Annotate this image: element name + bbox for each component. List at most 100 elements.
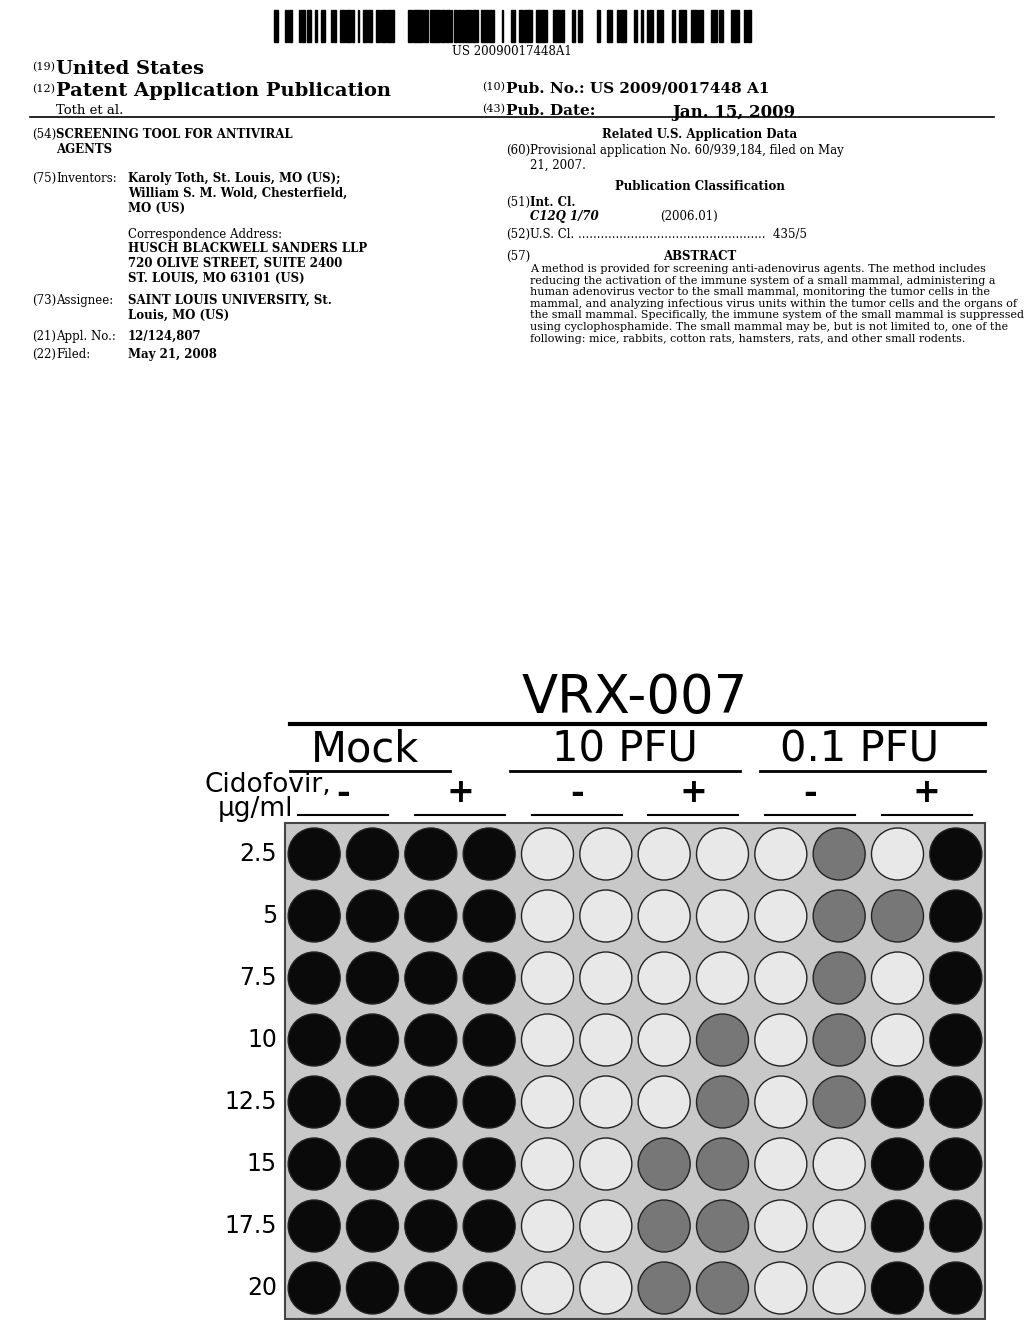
Bar [679, 11, 683, 42]
Circle shape [696, 1200, 749, 1251]
Circle shape [755, 1076, 807, 1129]
Circle shape [696, 1014, 749, 1067]
Circle shape [871, 828, 924, 880]
Text: +: + [446, 776, 474, 809]
Circle shape [638, 1014, 690, 1067]
Bar [607, 11, 610, 42]
Bar [691, 11, 694, 42]
Circle shape [521, 1138, 573, 1191]
Text: (51): (51) [506, 195, 530, 209]
Circle shape [638, 1138, 690, 1191]
Bar [436, 11, 440, 42]
Circle shape [288, 1138, 340, 1191]
Bar [390, 11, 393, 42]
Text: 12.5: 12.5 [224, 1090, 278, 1114]
Circle shape [346, 1014, 398, 1067]
Text: SAINT LOUIS UNIVERSITY, St.
Louis, MO (US): SAINT LOUIS UNIVERSITY, St. Louis, MO (U… [128, 294, 332, 322]
Circle shape [463, 828, 515, 880]
Text: 20: 20 [247, 1276, 278, 1300]
Bar [458, 11, 461, 42]
Circle shape [696, 890, 749, 942]
Bar [408, 11, 412, 42]
Bar [719, 11, 721, 42]
Circle shape [521, 1262, 573, 1313]
Bar [519, 11, 523, 42]
Text: Correspondence Address:: Correspondence Address: [128, 228, 283, 242]
Circle shape [696, 1262, 749, 1313]
Bar [658, 11, 662, 42]
Circle shape [346, 1200, 398, 1251]
Bar [387, 11, 390, 42]
Bar [721, 11, 723, 42]
Bar [413, 11, 415, 42]
Circle shape [638, 1076, 690, 1129]
Bar [572, 11, 575, 42]
Bar [417, 11, 419, 42]
Circle shape [871, 1014, 924, 1067]
Circle shape [580, 890, 632, 942]
Text: Int. Cl.: Int. Cl. [530, 195, 575, 209]
Circle shape [580, 1076, 632, 1129]
Text: (60): (60) [506, 144, 530, 157]
Text: SCREENING TOOL FOR ANTIVIRAL
AGENTS: SCREENING TOOL FOR ANTIVIRAL AGENTS [56, 128, 293, 156]
Bar [735, 11, 737, 42]
Circle shape [463, 1262, 515, 1313]
Text: Appl. No.:: Appl. No.: [56, 330, 116, 343]
Circle shape [930, 1014, 982, 1067]
Bar [528, 11, 532, 42]
Circle shape [346, 890, 398, 942]
Bar [610, 11, 612, 42]
Circle shape [404, 952, 457, 1005]
Text: 10 PFU: 10 PFU [552, 729, 698, 771]
Bar [731, 11, 735, 42]
Circle shape [404, 1262, 457, 1313]
Circle shape [580, 1138, 632, 1191]
Circle shape [288, 952, 340, 1005]
Text: (22): (22) [32, 348, 56, 360]
Bar [617, 11, 618, 42]
Circle shape [813, 1200, 865, 1251]
Bar [649, 11, 653, 42]
Text: A method is provided for screening anti-adenovirus agents. The method includes r: A method is provided for screening anti-… [530, 264, 1024, 343]
Bar [472, 11, 474, 42]
Bar [662, 11, 663, 42]
Bar [556, 11, 560, 42]
Text: Jan. 15, 2009: Jan. 15, 2009 [672, 104, 795, 121]
Text: (10): (10) [482, 82, 505, 92]
Text: (73): (73) [32, 294, 56, 308]
Text: 15: 15 [247, 1152, 278, 1176]
Bar [424, 11, 428, 42]
Circle shape [580, 952, 632, 1005]
Circle shape [638, 828, 690, 880]
Bar [462, 11, 464, 42]
Text: (52): (52) [506, 228, 530, 242]
Circle shape [930, 890, 982, 942]
Circle shape [404, 1200, 457, 1251]
Circle shape [638, 952, 690, 1005]
Text: 10: 10 [247, 1028, 278, 1052]
Circle shape [755, 952, 807, 1005]
Circle shape [463, 1014, 515, 1067]
Text: Filed:: Filed: [56, 348, 90, 360]
Text: U.S. Cl. ..................................................  435/5: U.S. Cl. ...............................… [530, 228, 807, 242]
Text: -: - [803, 776, 817, 809]
Bar [274, 11, 278, 42]
Circle shape [813, 828, 865, 880]
Circle shape [404, 828, 457, 880]
Text: 5: 5 [262, 904, 278, 928]
Circle shape [696, 1138, 749, 1191]
Text: Related U.S. Application Data: Related U.S. Application Data [602, 128, 798, 141]
Circle shape [288, 1200, 340, 1251]
Text: (12): (12) [32, 84, 55, 94]
Bar [315, 11, 317, 42]
Circle shape [463, 1076, 515, 1129]
Text: (19): (19) [32, 62, 55, 73]
Text: Provisional application No. 60/939,184, filed on May
21, 2007.: Provisional application No. 60/939,184, … [530, 144, 844, 172]
Circle shape [755, 828, 807, 880]
Text: ABSTRACT: ABSTRACT [664, 249, 736, 263]
Circle shape [580, 1262, 632, 1313]
Bar [469, 11, 471, 42]
Text: (21): (21) [32, 330, 56, 343]
Bar [578, 11, 581, 42]
Circle shape [404, 890, 457, 942]
